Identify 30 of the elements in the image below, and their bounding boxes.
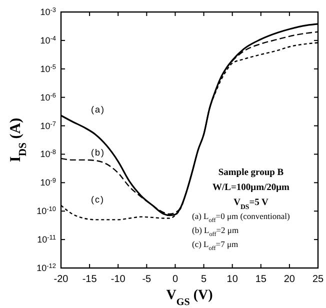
y-tick-label: 10$^{-3}$ [40, 6, 56, 17]
x-tick-label: -15 [82, 274, 98, 285]
y-tick-label: 10$^{-10}$ [36, 206, 56, 216]
y-tick-label: 10$^{-6}$ [40, 92, 56, 102]
x-tick-label: -10 [110, 274, 126, 285]
x-tick-label: -5 [142, 274, 152, 285]
annotation: W/L=100μm/20μm [212, 183, 290, 193]
y-tick-label: 10$^{-8}$ [40, 148, 56, 160]
y-tick-label: 10$^{-9}$ [40, 177, 56, 188]
y-tick-label: 10$^{-11}$ [37, 234, 56, 245]
x-tick-label: -20 [54, 274, 69, 285]
x-axis-title: V$_{GS}$ (V) [166, 288, 214, 308]
series-label: (a) [91, 104, 105, 114]
annotation: (b) L$_{off}$=2 μm [192, 225, 239, 238]
x-tick-label: 25 [312, 274, 324, 285]
x-tick-label: 20 [284, 274, 296, 285]
annotation: (c) L$_{off}$=7 μm [192, 239, 239, 252]
y-tick-label: 10$^{-4}$ [40, 34, 56, 46]
series-label: (b) [91, 147, 105, 158]
y-tick-label: 10$^{-12}$ [36, 262, 56, 273]
x-tick-label: 15 [255, 274, 267, 285]
annotation: V$_{DS}$=5 V [234, 198, 269, 210]
series-label: (c) [91, 194, 104, 204]
y-tick-label: 10$^{-5}$ [40, 63, 56, 74]
x-tick-label: 10 [226, 274, 238, 285]
x-tick-label: 0 [172, 274, 178, 285]
x-tick-label: 5 [200, 274, 207, 285]
y-tick-label: 10$^{-7}$ [40, 120, 56, 131]
annotation: Sample group B [218, 168, 284, 178]
annotation: (a) L$_{off}$=0 μm (conventional) [192, 211, 290, 224]
